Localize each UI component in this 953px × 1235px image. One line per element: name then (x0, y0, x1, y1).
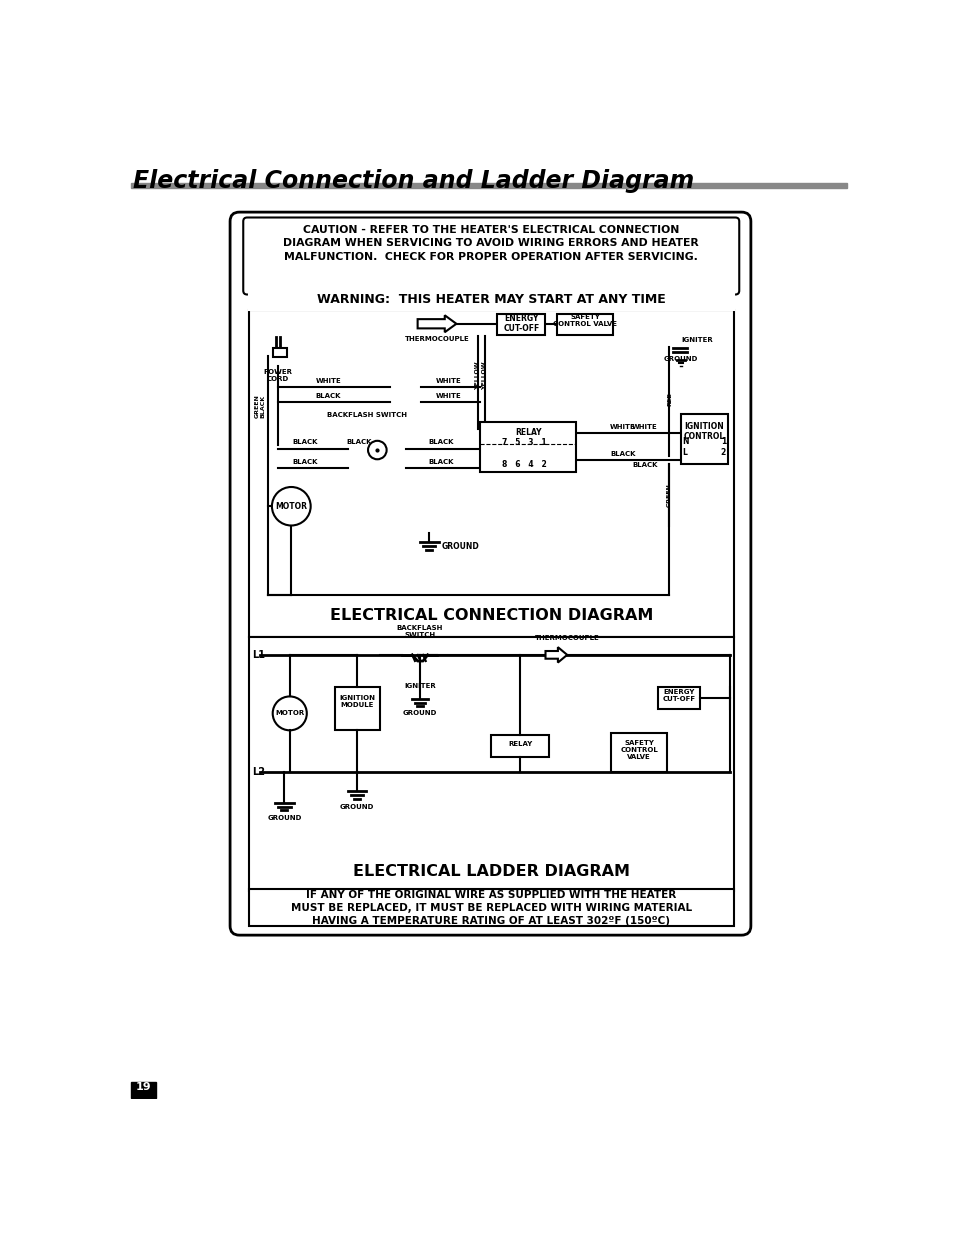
Text: BLACK: BLACK (293, 458, 317, 464)
Text: YELLOW: YELLOW (476, 361, 480, 390)
Text: THERMOCOUPLE: THERMOCOUPLE (535, 635, 598, 641)
Text: ENERGY
CUT-OFF: ENERGY CUT-OFF (503, 314, 539, 333)
Text: WHITE: WHITE (436, 378, 461, 384)
Bar (249, 889, 733, 926)
Text: 1: 1 (720, 437, 725, 446)
Text: WHITE: WHITE (436, 393, 461, 399)
Text: POWER
CORD: POWER CORD (263, 369, 293, 382)
Text: BACKFLASH SWITCH: BACKFLASH SWITCH (327, 411, 407, 417)
Text: ELECTRICAL CONNECTION DIAGRAM: ELECTRICAL CONNECTION DIAGRAM (329, 608, 652, 622)
Bar (658, 687, 700, 709)
Text: ENERGY
CUT-OFF: ENERGY CUT-OFF (662, 689, 695, 701)
FancyBboxPatch shape (230, 212, 750, 935)
Text: BLACK: BLACK (428, 440, 453, 446)
Text: BLACK: BLACK (315, 393, 341, 399)
Text: 2: 2 (720, 448, 725, 457)
Bar (131, 1082, 155, 1098)
Text: N: N (682, 437, 688, 446)
Text: GROUND: GROUND (402, 710, 436, 716)
Text: MOTOR: MOTOR (275, 501, 307, 511)
Text: GROUND: GROUND (339, 804, 374, 810)
Text: CAUTION - REFER TO THE HEATER'S ELECTRICAL CONNECTION
DIAGRAM WHEN SERVICING TO : CAUTION - REFER TO THE HEATER'S ELECTRIC… (283, 225, 699, 262)
Text: BLACK: BLACK (293, 440, 317, 446)
Text: L2: L2 (253, 767, 265, 777)
Text: 7   5   3   1: 7 5 3 1 (501, 438, 546, 447)
Bar (491, 735, 549, 757)
Circle shape (272, 487, 311, 526)
Bar (557, 314, 612, 336)
Bar (479, 421, 576, 472)
Polygon shape (545, 647, 567, 662)
Polygon shape (417, 315, 456, 332)
Text: IGNITION
MODULE: IGNITION MODULE (339, 695, 375, 708)
Bar (249, 310, 733, 637)
Text: BLACK: BLACK (346, 440, 372, 446)
Text: RELAY: RELAY (515, 427, 540, 437)
Text: BLACK: BLACK (632, 462, 658, 468)
Text: GROUND: GROUND (267, 815, 301, 821)
Text: IGNITION
CONTROL: IGNITION CONTROL (683, 421, 724, 441)
Text: GREEN: GREEN (666, 483, 671, 506)
Bar (611, 734, 666, 772)
Bar (335, 687, 379, 730)
Text: RELAY: RELAY (508, 741, 532, 747)
Text: BACKFLASH
SWITCH: BACKFLASH SWITCH (396, 625, 443, 638)
Text: IF ANY OF THE ORIGINAL WIRE AS SUPPLIED WITH THE HEATER
MUST BE REPLACED, IT MUS: IF ANY OF THE ORIGINAL WIRE AS SUPPLIED … (291, 889, 691, 926)
Text: 19: 19 (135, 1082, 151, 1092)
Bar (249, 637, 733, 892)
Bar (273, 347, 286, 357)
Text: WHITE: WHITE (315, 378, 341, 384)
Text: IGNITER: IGNITER (404, 683, 436, 689)
Text: BLACK: BLACK (610, 451, 635, 457)
Bar (497, 314, 545, 336)
Text: MOTOR: MOTOR (274, 710, 304, 716)
Text: WARNING:  THIS HEATER MAY START AT ANY TIME: WARNING: THIS HEATER MAY START AT ANY TI… (316, 293, 665, 306)
Text: GREEN: GREEN (254, 394, 259, 419)
Circle shape (273, 697, 307, 730)
Text: RED: RED (666, 391, 671, 405)
Text: L1: L1 (253, 650, 265, 659)
Text: GROUND: GROUND (441, 542, 479, 551)
Text: THERMOCOUPLE: THERMOCOUPLE (404, 336, 469, 342)
Text: IGNITER: IGNITER (680, 337, 712, 343)
Text: SAFETY
CONTROL VALVE: SAFETY CONTROL VALVE (553, 314, 617, 327)
Text: GROUND: GROUND (663, 356, 698, 362)
Text: BLACK: BLACK (428, 458, 453, 464)
Text: SAFETY
CONTROL
VALVE: SAFETY CONTROL VALVE (619, 740, 658, 760)
Circle shape (368, 441, 386, 459)
Text: WHITE: WHITE (610, 424, 636, 430)
Bar (131, 183, 846, 188)
Text: BLACK: BLACK (260, 395, 265, 417)
Bar (680, 414, 727, 464)
Text: YELLOW: YELLOW (482, 361, 487, 390)
Text: Electrical Connection and Ladder Diagram: Electrical Connection and Ladder Diagram (133, 169, 694, 193)
Text: L: L (682, 448, 687, 457)
Text: WHITE: WHITE (632, 424, 658, 430)
Text: 8   6   4   2: 8 6 4 2 (501, 461, 546, 469)
Text: ELECTRICAL LADDER DIAGRAM: ELECTRICAL LADDER DIAGRAM (353, 864, 629, 879)
Bar (249, 293, 733, 310)
FancyBboxPatch shape (243, 217, 739, 294)
